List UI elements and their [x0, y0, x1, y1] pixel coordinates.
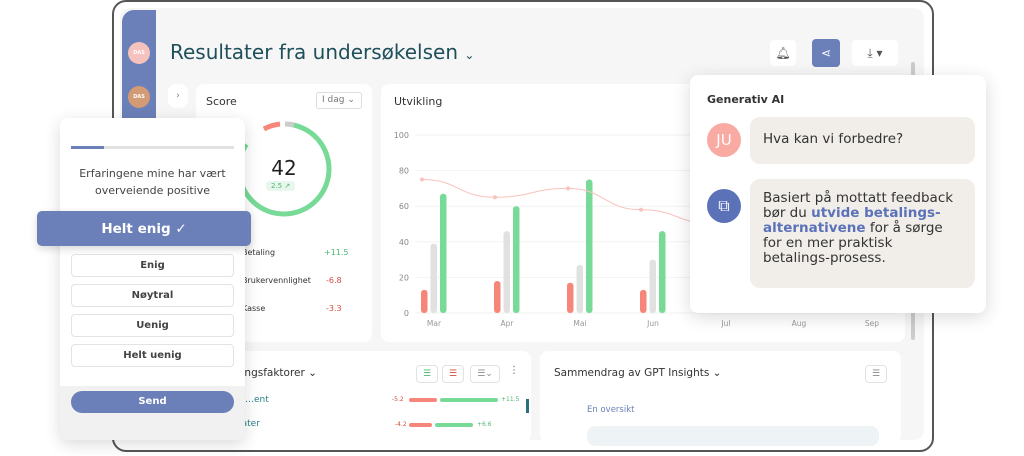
chart-title: Utvikling: [394, 95, 443, 108]
share-button[interactable]: ⋖: [812, 39, 840, 67]
avatar[interactable]: DAS: [128, 86, 150, 108]
bar: [513, 206, 520, 313]
check-icon: ✓: [175, 220, 187, 237]
genai-title: Generativ AI: [707, 93, 785, 106]
score-value: 42: [271, 156, 297, 180]
trend-point: [493, 195, 497, 200]
bar: [659, 231, 666, 313]
x-tick-label: Aug: [792, 319, 807, 328]
trend-point: [566, 186, 570, 191]
option-uenig[interactable]: Uenig: [71, 314, 234, 337]
page-title[interactable]: Resultater fra undersøkelsen ⌄: [170, 40, 475, 64]
more-icon[interactable]: ⋮: [509, 365, 519, 376]
bar: [430, 243, 437, 313]
factor-label: Brukervennlighet: [242, 276, 311, 285]
notifications-button[interactable]: 🔔︎: [770, 40, 796, 66]
drivers-card: …ingsfaktorer ⌄ ☰ ☰ ☰⌄ ⋮ …ent -5.2 +11.5…: [195, 351, 531, 443]
sort-negative-icon[interactable]: ☰: [442, 365, 464, 383]
y-tick-label: 20: [399, 273, 409, 282]
bar: [494, 280, 501, 313]
factor-label: Kasse: [242, 304, 266, 313]
x-tick-label: Apr: [501, 319, 515, 328]
x-tick-label: Jun: [646, 319, 659, 328]
trend-point: [420, 177, 424, 182]
bar: [649, 259, 656, 313]
bar: [440, 193, 447, 313]
chevron-down-icon: ⌄: [464, 48, 475, 62]
bar: [576, 264, 583, 313]
driver-neg: -5.2: [392, 396, 404, 403]
share-icon: ⋖: [820, 46, 832, 60]
score-change-badge: 2.5 ↗: [266, 181, 296, 191]
download-icon: ⤓ ▾: [867, 45, 883, 60]
x-tick-label: Mai: [573, 319, 586, 328]
filter-icon[interactable]: ☰: [865, 365, 887, 383]
insights-content: [587, 426, 879, 446]
arrow-up-right-icon: ↗: [284, 182, 291, 190]
sort-menu-icon[interactable]: ☰⌄: [470, 365, 500, 383]
sort-positive-icon[interactable]: ☰: [416, 365, 438, 383]
ai-message: Basiert på mottatt feedback bør du utvid…: [750, 179, 975, 288]
bar: [586, 179, 593, 313]
factor-value: -6.8: [326, 276, 342, 285]
bar: [421, 289, 428, 313]
option-helt-uenig[interactable]: Helt uenig: [71, 344, 234, 367]
expand-button[interactable]: ›: [168, 84, 188, 108]
user-message: Hva kan vi forbedre?: [750, 117, 975, 164]
score-title: Score: [206, 95, 237, 108]
ai-logo-icon: ⧉: [707, 189, 741, 223]
driver-neg: -4.2: [395, 421, 407, 428]
y-tick-label: 40: [399, 238, 409, 247]
drivers-title[interactable]: …ingsfaktorer ⌄: [231, 367, 317, 379]
scrollbar[interactable]: [526, 399, 529, 413]
bar: [503, 231, 510, 313]
x-tick-label: Sep: [865, 319, 879, 328]
option-helt-enig-selected[interactable]: Helt enig ✓: [37, 211, 251, 246]
survey-progress-fill: [71, 146, 104, 149]
x-tick-label: Jul: [720, 319, 730, 328]
user-avatar: JU: [707, 123, 741, 157]
generative-ai-panel: Generativ AI JU Hva kan vi forbedre? ⧉ B…: [690, 75, 986, 313]
download-button[interactable]: ⤓ ▾: [852, 40, 898, 66]
factor-value: +11.5: [324, 248, 349, 257]
y-tick-label: 0: [404, 309, 409, 318]
driver-pos-bar: [440, 398, 498, 402]
driver-pos: +11.5: [501, 396, 520, 403]
survey-progress: [71, 146, 234, 149]
driver-label[interactable]: …ent: [245, 395, 269, 405]
trend-line: [421, 179, 715, 225]
bell-icon: 🔔︎: [775, 46, 791, 60]
period-select[interactable]: I dag ⌄: [316, 92, 362, 109]
factor-value: -3.3: [326, 304, 342, 313]
driver-pos: +6.6: [477, 421, 492, 428]
insights-subtitle: En oversikt: [587, 405, 635, 415]
y-tick-label: 60: [399, 202, 409, 211]
driver-neg-bar: [409, 423, 432, 427]
send-button[interactable]: Send: [71, 391, 234, 413]
avatar[interactable]: DAS: [128, 42, 150, 64]
insights-title[interactable]: Sammendrag av GPT Insights ⌄: [554, 367, 722, 379]
y-tick-label: 80: [399, 167, 409, 176]
option-enig[interactable]: Enig: [71, 254, 234, 277]
y-tick-label: 100: [394, 131, 409, 140]
x-tick-label: Mar: [427, 319, 442, 328]
ai-suggestion-link[interactable]: utvide betalings-alternativene: [763, 205, 941, 236]
survey-card: Erfaringene mine har vært overveiende po…: [60, 118, 245, 440]
trend-point: [639, 207, 643, 212]
option-noytral[interactable]: Nøytral: [71, 284, 234, 307]
driver-neg-bar: [409, 398, 437, 402]
survey-question: Erfaringene mine har vært overveiende po…: [79, 167, 226, 197]
driver-pos-bar: [435, 423, 473, 427]
insights-card: Sammendrag av GPT Insights ⌄ ☰ En oversi…: [540, 351, 901, 446]
bar: [567, 282, 574, 313]
factor-label: Betaling: [242, 248, 276, 257]
bar: [640, 289, 647, 313]
